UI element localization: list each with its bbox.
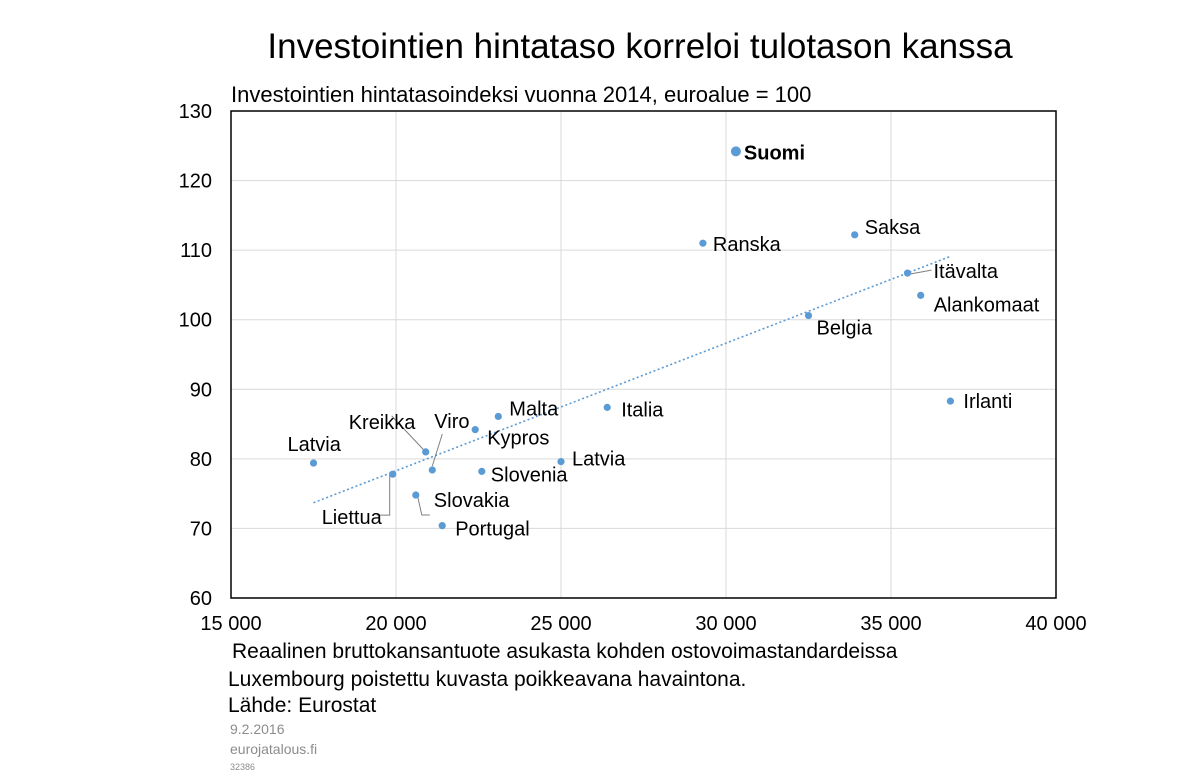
footer-code: 32386: [230, 762, 255, 772]
data-label-kypros: Kypros: [487, 428, 549, 450]
leader-line: [391, 415, 425, 451]
y-tick-label: 110: [180, 240, 212, 262]
gridlines: [231, 111, 1056, 598]
data-label-italia: Italia: [621, 399, 664, 421]
y-tick-label: 100: [179, 310, 212, 332]
data-label-slovakia: Slovakia: [434, 490, 510, 512]
label-leader-lines: [376, 269, 932, 516]
data-label-latvia: Latvia: [572, 449, 626, 471]
chart-subtitle: Investointien hintatasoindeksi vuonna 20…: [231, 82, 811, 107]
x-tick-label: 35 000: [860, 613, 921, 635]
y-axis: 60 70 80 90 100 110 120 130: [179, 101, 212, 610]
data-label-belgia: Belgia: [817, 318, 873, 340]
data-points: [309, 146, 955, 530]
data-labels: Latvia Liettua Kreikka Viro Slovakia Portugal…: [288, 142, 1040, 540]
data-label-liettua: Liettua: [322, 507, 383, 529]
data-point-portugal: [438, 522, 446, 530]
y-tick-label: 90: [190, 379, 212, 401]
leader-line: [431, 433, 443, 467]
data-point-belgia: [804, 311, 813, 320]
x-tick-label: 40 000: [1025, 613, 1086, 635]
data-label-latvia: Latvia: [288, 434, 342, 456]
data-label-ranska: Ranska: [713, 234, 782, 256]
chart-title: Investointien hintataso korreloi tulotas…: [267, 27, 1013, 66]
data-point-ranska: [699, 239, 707, 247]
y-tick-label: 70: [190, 518, 212, 540]
data-label-portugal: Portugal: [455, 519, 530, 541]
data-point-latvia: [309, 459, 318, 467]
data-point-italia: [603, 403, 611, 411]
x-tick-label: 20 000: [365, 613, 426, 635]
data-label-kreikka: Kreikka: [349, 412, 417, 434]
data-label-irlanti: Irlanti: [963, 391, 1012, 413]
source-note: Lähde: Eurostat: [228, 694, 376, 717]
data-point-itävalta: [903, 269, 912, 277]
x-axis: 15 000 20 000 25 000 30 000 35 000 40 000: [200, 613, 1086, 635]
y-tick-label: 60: [190, 588, 212, 610]
trendline: [313, 255, 951, 504]
data-label-itävalta: Itävalta: [934, 261, 999, 283]
footer-date: 9.2.2016: [230, 721, 285, 737]
y-tick-label: 120: [179, 171, 212, 193]
y-tick-label: 130: [179, 101, 212, 123]
data-point-kreikka: [422, 448, 430, 456]
data-label-viro: Viro: [434, 411, 469, 433]
leader-line: [909, 269, 932, 275]
data-point-irlanti: [946, 397, 955, 405]
x-tick-label: 25 000: [530, 613, 591, 635]
data-point-viro: [428, 466, 436, 474]
footer-site: eurojatalous.fi: [230, 741, 317, 757]
data-point-liettua: [389, 470, 397, 478]
data-label-slovenia: Slovenia: [491, 464, 569, 486]
data-label-suomi: Suomi: [744, 142, 805, 164]
x-tick-label: 30 000: [695, 613, 756, 635]
leader-line: [417, 496, 430, 516]
data-label-alankomaat: Alankomaat: [934, 294, 1040, 316]
data-point-alankomaat: [917, 291, 925, 299]
data-point-latvia: [557, 458, 565, 466]
data-point-suomi: [730, 146, 741, 157]
data-point-slovakia: [412, 491, 420, 499]
data-point-slovenia: [478, 467, 486, 475]
data-point-saksa: [851, 231, 859, 239]
x-tick-label: 15 000: [200, 613, 261, 635]
data-label-malta: Malta: [509, 398, 559, 420]
plot-area: [230, 110, 1057, 599]
data-point-kypros: [471, 426, 479, 434]
data-label-saksa: Saksa: [865, 217, 921, 239]
data-point-malta: [494, 412, 502, 421]
note-excluded-country: Luxembourg poistettu kuvasta poikkeavana…: [228, 668, 746, 691]
y-tick-label: 80: [190, 449, 212, 471]
leader-line: [376, 475, 391, 516]
x-axis-title: Reaalinen bruttokansantuote asukasta koh…: [232, 640, 898, 663]
